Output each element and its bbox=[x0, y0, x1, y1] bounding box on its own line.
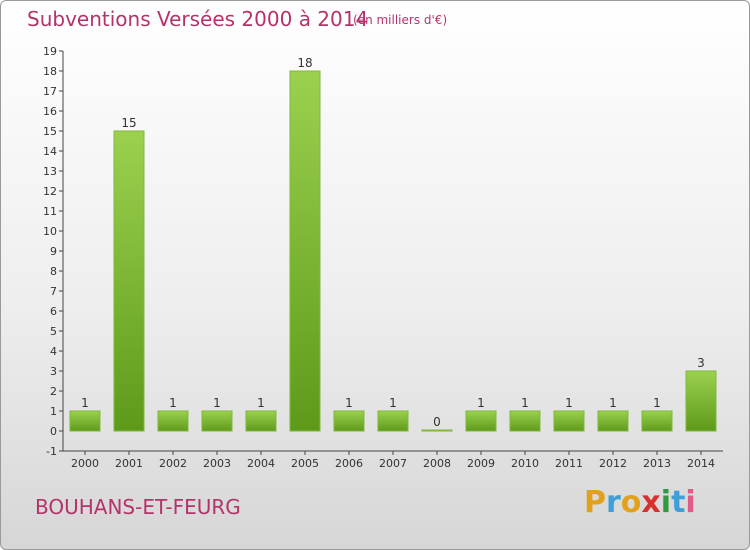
y-tick-label: 19 bbox=[43, 45, 57, 58]
x-tick-label: 2004 bbox=[247, 457, 275, 470]
bar-value-label: 0 bbox=[433, 415, 441, 429]
logo-letter: t bbox=[671, 485, 686, 520]
y-tick-label: 4 bbox=[50, 345, 57, 358]
x-tick-label: 2010 bbox=[511, 457, 539, 470]
y-tick-label: -1 bbox=[46, 445, 57, 458]
y-tick-label: 11 bbox=[43, 205, 57, 218]
x-tick-label: 2013 bbox=[643, 457, 671, 470]
proxiti-logo: Proxiti bbox=[584, 485, 696, 520]
y-tick-label: 9 bbox=[50, 245, 57, 258]
bar-value-label: 1 bbox=[213, 396, 221, 410]
bar bbox=[553, 410, 585, 432]
y-tick-label: 2 bbox=[50, 385, 57, 398]
bar-value-label: 1 bbox=[389, 396, 397, 410]
y-tick-label: 16 bbox=[43, 105, 57, 118]
logo-letter: o bbox=[620, 485, 642, 520]
chart-title: Subventions Versées 2000 à 2014 bbox=[27, 7, 369, 31]
x-tick-label: 2011 bbox=[555, 457, 583, 470]
y-tick-label: 10 bbox=[43, 225, 57, 238]
y-tick-label: 17 bbox=[43, 85, 57, 98]
bar bbox=[289, 70, 321, 432]
bar bbox=[69, 410, 101, 432]
y-tick-label: 15 bbox=[43, 125, 57, 138]
bar bbox=[377, 410, 409, 432]
logo-letter: P bbox=[584, 485, 606, 520]
y-tick-label: 8 bbox=[50, 265, 57, 278]
commune-name: BOUHANS-ET-FEURG bbox=[35, 495, 241, 519]
y-tick-label: 18 bbox=[43, 65, 57, 78]
logo-letter: i bbox=[660, 485, 672, 520]
x-tick-label: 2014 bbox=[687, 457, 715, 470]
x-tick-label: 2000 bbox=[71, 457, 99, 470]
bar bbox=[113, 130, 145, 432]
bar-value-label: 1 bbox=[653, 396, 661, 410]
bar-value-label: 1 bbox=[257, 396, 265, 410]
x-tick-label: 2005 bbox=[291, 457, 319, 470]
bar-value-label: 1 bbox=[609, 396, 617, 410]
bar bbox=[421, 429, 453, 432]
logo-letter: x bbox=[641, 485, 661, 520]
bar-value-label: 1 bbox=[521, 396, 529, 410]
bar bbox=[245, 410, 277, 432]
x-tick-label: 2009 bbox=[467, 457, 495, 470]
y-tick-label: 14 bbox=[43, 145, 57, 158]
bar bbox=[201, 410, 233, 432]
bar-value-label: 15 bbox=[121, 116, 136, 130]
bar bbox=[509, 410, 541, 432]
y-tick-label: 13 bbox=[43, 165, 57, 178]
bar-value-label: 1 bbox=[169, 396, 177, 410]
logo-letter: r bbox=[606, 485, 621, 520]
bar bbox=[465, 410, 497, 432]
bar-value-label: 1 bbox=[345, 396, 353, 410]
y-tick-label: 1 bbox=[50, 405, 57, 418]
bar-value-label: 3 bbox=[697, 356, 705, 370]
y-tick-label: 0 bbox=[50, 425, 57, 438]
bar bbox=[157, 410, 189, 432]
bar bbox=[641, 410, 673, 432]
x-tick-label: 2003 bbox=[203, 457, 231, 470]
bar bbox=[685, 370, 717, 432]
bar-value-label: 18 bbox=[297, 56, 312, 70]
y-tick-label: 3 bbox=[50, 365, 57, 378]
unit-label: (en milliers d'€) bbox=[353, 13, 448, 27]
y-tick-label: 6 bbox=[50, 305, 57, 318]
y-tick-label: 7 bbox=[50, 285, 57, 298]
logo-letter: i bbox=[685, 485, 696, 520]
x-tick-label: 2006 bbox=[335, 457, 363, 470]
bar-value-label: 1 bbox=[477, 396, 485, 410]
x-tick-label: 2008 bbox=[423, 457, 451, 470]
bar bbox=[597, 410, 629, 432]
x-tick-label: 2002 bbox=[159, 457, 187, 470]
y-tick-label: 5 bbox=[50, 325, 57, 338]
x-tick-label: 2007 bbox=[379, 457, 407, 470]
x-tick-label: 2012 bbox=[599, 457, 627, 470]
bar bbox=[333, 410, 365, 432]
bar-value-label: 1 bbox=[565, 396, 573, 410]
x-tick-label: 2001 bbox=[115, 457, 143, 470]
bar-value-label: 1 bbox=[81, 396, 89, 410]
y-tick-label: 12 bbox=[43, 185, 57, 198]
